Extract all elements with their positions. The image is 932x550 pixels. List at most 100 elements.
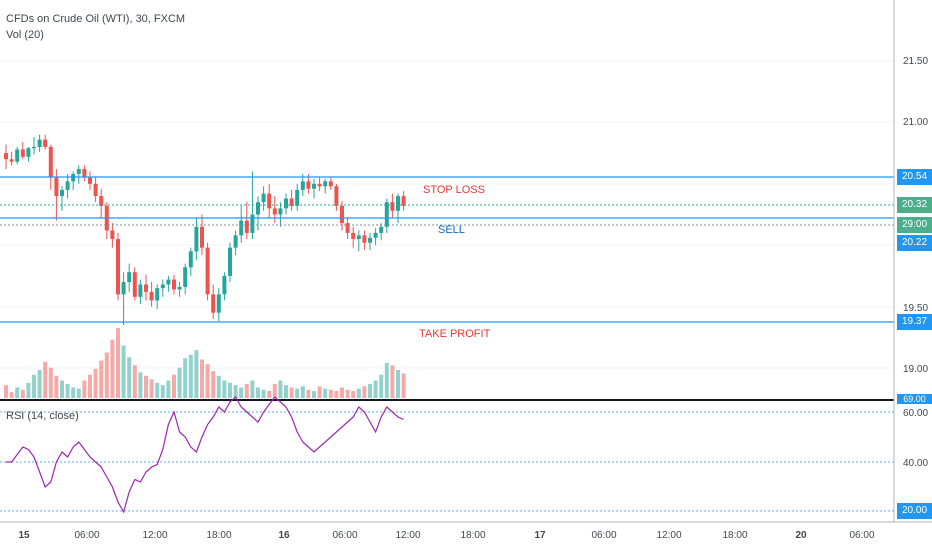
candlesticks <box>4 134 406 326</box>
rsi-axis-label-40: 40.00 <box>903 458 928 469</box>
candle-body <box>155 288 160 301</box>
volume-bar <box>233 385 238 398</box>
candle-body <box>88 177 92 184</box>
candle-body <box>390 202 395 211</box>
volume-bar <box>76 388 81 398</box>
volume-bar <box>155 382 160 398</box>
volume-bar <box>127 357 132 398</box>
candle-body <box>121 282 126 295</box>
volume-bar <box>334 391 339 398</box>
candle-body <box>267 193 272 209</box>
volume-bar <box>177 367 182 398</box>
bar-countdown-tag: 29:00 <box>897 217 932 233</box>
time-axis-label: 12:00 <box>142 530 167 541</box>
volume-bar <box>312 391 316 398</box>
time-axis-label: 18:00 <box>460 530 485 541</box>
candle-body <box>65 181 70 190</box>
candle-body <box>54 177 59 197</box>
candle-body <box>127 272 132 283</box>
candle-body <box>15 149 20 162</box>
volume-bar <box>32 374 36 398</box>
volume-bar <box>60 380 64 398</box>
candle-body <box>188 251 193 268</box>
candle-body <box>222 275 227 295</box>
volume-bar <box>37 370 42 398</box>
volume-bar <box>384 363 389 398</box>
candle-body <box>82 169 87 178</box>
candle-body <box>228 247 232 276</box>
volume-bar <box>88 374 92 398</box>
volume-bar <box>390 365 395 398</box>
volume-bar <box>239 387 244 398</box>
candle-body <box>356 235 361 240</box>
time-axis-label: 06:00 <box>849 530 874 541</box>
candle-body <box>250 214 255 233</box>
candle-body <box>233 235 238 248</box>
candle-body <box>132 272 137 297</box>
volume-bar <box>368 384 372 398</box>
volume-bar <box>138 372 143 398</box>
volume-bar <box>99 360 104 398</box>
volume-bar <box>272 384 277 398</box>
time-axis-label: 18:00 <box>722 530 747 541</box>
rsi-axis-label-60: 60.00 <box>903 408 928 419</box>
candle-body <box>368 237 372 243</box>
time-axis-label: 06:00 <box>591 530 616 541</box>
volume-bar <box>9 392 14 398</box>
volume-bar <box>261 389 266 398</box>
candle-body <box>272 208 277 215</box>
time-axis-label: 16 <box>278 530 290 541</box>
candle-body <box>239 220 244 236</box>
rsi-pane <box>0 396 894 514</box>
take-profit-price-tag: 19.37 <box>897 314 932 330</box>
volume-bar <box>82 380 87 398</box>
sell-price-tag: 20.22 <box>897 235 932 251</box>
symbol-title[interactable]: CFDs on Crude Oil (WTI), 30, FXCM <box>6 13 186 25</box>
candle-body <box>244 220 249 233</box>
candle-body <box>340 205 344 224</box>
candle-body <box>328 181 333 187</box>
volume-bar <box>26 382 31 398</box>
candle-body <box>172 279 176 290</box>
volume-bar <box>194 350 199 398</box>
volume-bar <box>65 384 70 398</box>
chart-grid <box>0 60 894 369</box>
volume-bar <box>396 370 400 398</box>
volume-bar <box>317 386 322 398</box>
volume-legend[interactable]: Vol (20) <box>6 29 44 41</box>
candle-body <box>300 181 305 190</box>
volume-bar <box>20 389 25 398</box>
volume-bar <box>300 386 305 398</box>
take-profit-annotation: TAKE PROFIT <box>419 328 491 340</box>
candle-body <box>20 149 25 157</box>
candle-body <box>200 226 204 248</box>
candle-body <box>32 146 36 149</box>
candle-body <box>4 153 8 160</box>
candle-body <box>306 181 311 189</box>
volume-bar <box>183 358 188 398</box>
last-price-tag: 20.32 <box>897 197 932 213</box>
candle-body <box>373 232 378 238</box>
time-axis-label: 06:00 <box>332 530 357 541</box>
time-axis[interactable]: 15 06:00 12:00 18:00 16 06:00 12:00 18:00 17 06:0… <box>18 530 875 541</box>
volume-bar <box>340 387 344 398</box>
rsi-20-tag: 20.00 <box>897 503 932 519</box>
volume-bar <box>149 379 154 398</box>
candle-body <box>211 294 216 313</box>
rsi-line <box>6 396 404 514</box>
volume-bar <box>121 345 126 398</box>
volume-bar <box>132 365 137 398</box>
time-axis-label: 12:00 <box>656 530 681 541</box>
volume-value-tag: 69.00 <box>897 394 932 404</box>
candle-body <box>351 232 356 240</box>
candle-body <box>9 159 14 162</box>
volume-bar <box>328 389 333 398</box>
candle-body <box>160 284 165 289</box>
volume-bar <box>116 328 120 398</box>
candle-body <box>149 291 154 301</box>
rsi-legend[interactable]: RSI (14, close) <box>6 410 79 422</box>
volume-bar <box>351 391 356 398</box>
candle-body <box>93 183 98 197</box>
candle-body <box>205 247 210 295</box>
